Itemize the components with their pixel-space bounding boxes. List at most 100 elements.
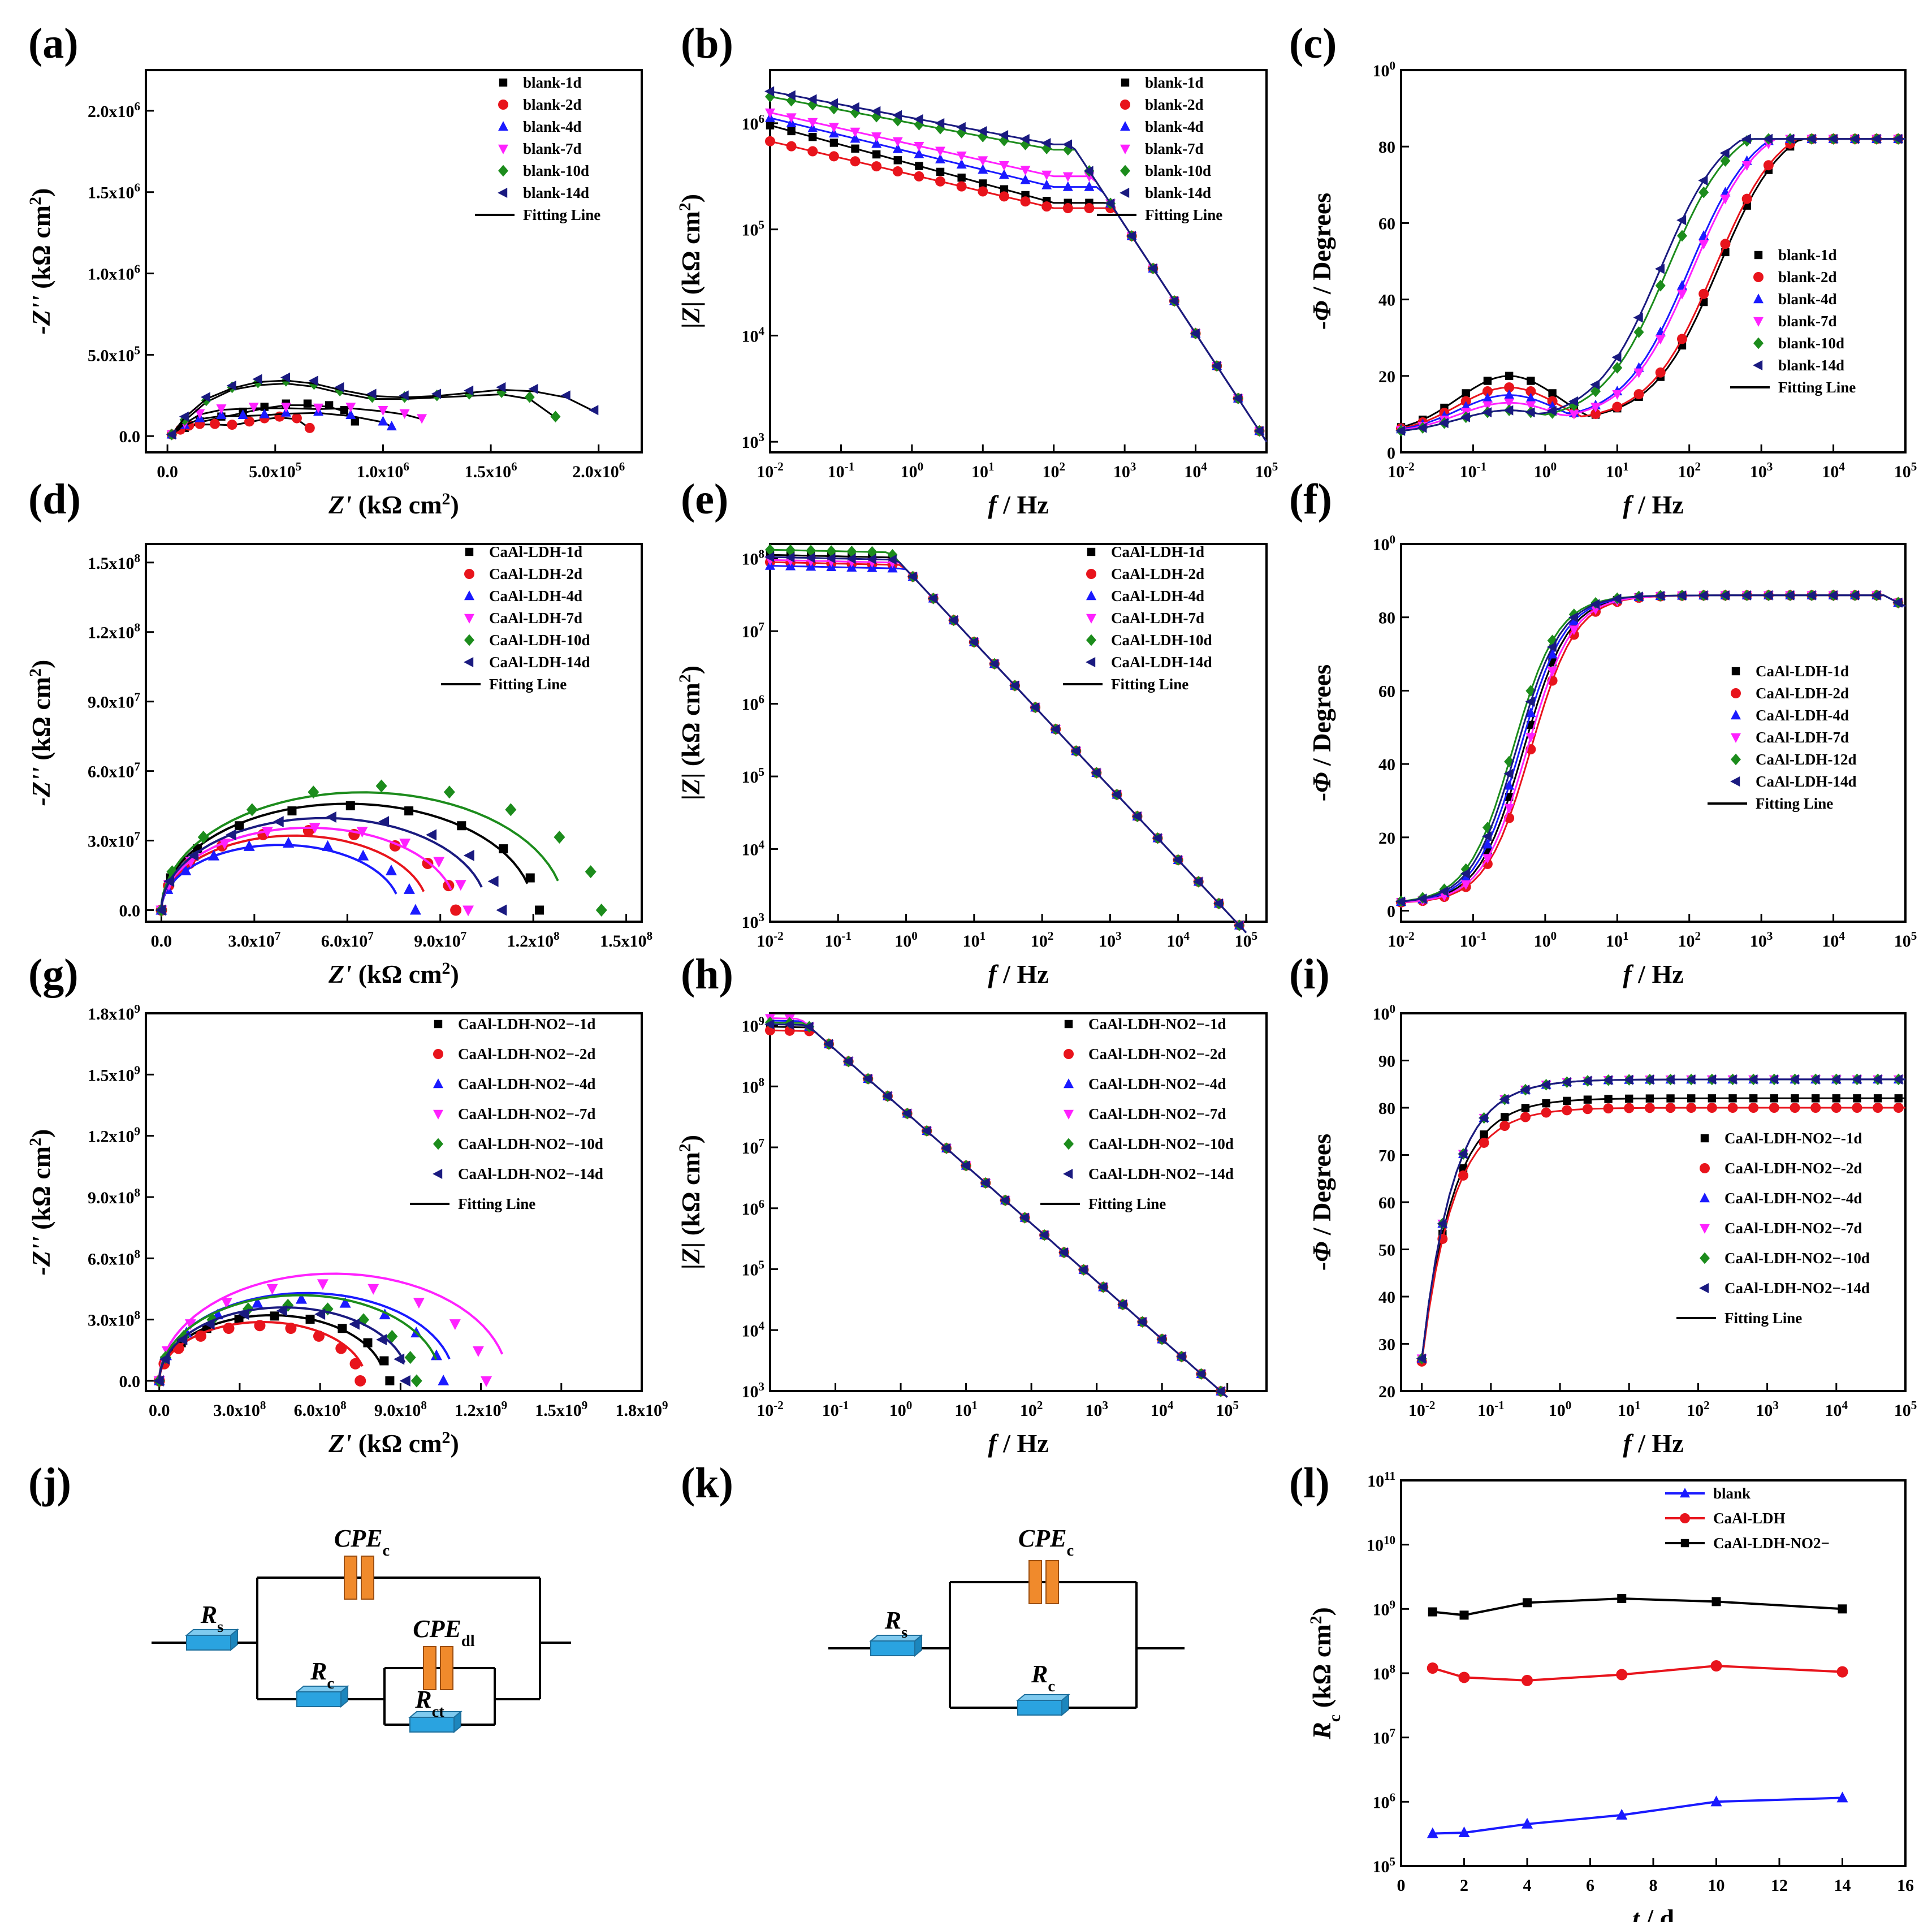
data-point [560, 390, 570, 401]
panel-label: (e) [681, 476, 728, 523]
y-tick-label: 6.0x107 [88, 760, 140, 781]
x-tick-label: 102 [1678, 460, 1701, 481]
data-point [1583, 1095, 1592, 1104]
x-tick-label: 10-2 [1388, 460, 1415, 481]
data-point [1417, 893, 1427, 904]
legend-label: CaAl-LDH-10d [489, 632, 590, 649]
data-point [1070, 746, 1080, 757]
data-point [399, 839, 411, 850]
data-point [595, 904, 607, 917]
data-point [433, 857, 445, 868]
data-point [195, 409, 205, 419]
data-point [1698, 288, 1709, 299]
legend-marker [1731, 667, 1740, 676]
legend-label: blank-7d [1778, 313, 1837, 330]
data-point [1611, 352, 1622, 362]
y-tick-label: 1010 [1367, 1534, 1395, 1555]
data-point [1762, 590, 1773, 601]
data-point [1030, 702, 1040, 713]
data-point [386, 421, 397, 431]
series-blank-14d [764, 86, 1268, 443]
data-point [956, 158, 967, 169]
legend: blank CaAl-LDH CaAl-LDH-NO2− [1665, 1485, 1830, 1552]
data-point [1852, 1103, 1862, 1113]
series-CaAl-LDH-NO2−-14d [1416, 1074, 1905, 1364]
panel-a: (a) 0.0 5.0x105 1.0x106 1.5x106 2.0x106 0.0 5.0… [26, 20, 643, 519]
data-point [1633, 326, 1644, 338]
data-point [1644, 1103, 1655, 1113]
data-point [438, 1374, 449, 1385]
data-point [1525, 386, 1536, 397]
data-point [1041, 138, 1051, 149]
data-point [1499, 1121, 1510, 1131]
resistor-rc-top [1016, 1694, 1070, 1701]
series-blank-14d [166, 372, 599, 440]
data-point [1111, 789, 1121, 800]
data-point [535, 905, 544, 915]
legend-label: Fitting Line [1145, 206, 1222, 223]
data-point [1211, 361, 1221, 372]
data-point [901, 1108, 911, 1119]
data-point [1685, 1074, 1696, 1085]
x-axis-label: f / Hz [988, 1429, 1048, 1458]
data-point [235, 821, 244, 831]
legend-label: blank-2d [523, 96, 582, 113]
data-point [956, 181, 967, 192]
data-point [204, 1318, 215, 1330]
legend-label: CaAl-LDH-4d [1111, 588, 1204, 604]
y-tick-label: 109 [742, 1014, 765, 1036]
data-point [313, 403, 324, 413]
data-point [1687, 1094, 1696, 1103]
series-line [1432, 1796, 1843, 1835]
data-point [1720, 239, 1731, 249]
data-point [308, 375, 318, 386]
data-point [1720, 155, 1731, 167]
data-point [195, 1330, 206, 1342]
legend-marker [1086, 569, 1096, 579]
data-point [893, 156, 902, 165]
x-tick-label: 100 [901, 460, 924, 481]
y-tick-label: 5.0x105 [88, 343, 140, 365]
data-point [273, 816, 284, 828]
data-point [1853, 1094, 1861, 1103]
data-point [1623, 1074, 1633, 1085]
x-tick-label: 8 [1649, 1876, 1658, 1895]
data-point [1827, 590, 1838, 601]
y-tick-label: 0.0 [119, 427, 141, 446]
y-tick-label: 107 [742, 620, 765, 641]
y-tick-label: 100 [1373, 1002, 1396, 1023]
data-point [1504, 804, 1515, 814]
data-point [1892, 133, 1903, 144]
data-point [921, 1125, 931, 1136]
data-point [956, 122, 966, 132]
x-tick-label: 6 [1586, 1876, 1594, 1895]
y-tick-label: 105 [742, 218, 765, 240]
data-point [1460, 872, 1471, 882]
x-tick-label: 1.5x106 [465, 460, 517, 481]
x-tick-label: 103 [1750, 929, 1773, 951]
legend-label: CaAl-LDH-NO2−-2d [458, 1046, 595, 1063]
series-CaAl-LDH-NO2− [1428, 1593, 1847, 1620]
legend-marker [1699, 1283, 1709, 1293]
y-tick-label: 40 [1378, 1288, 1395, 1307]
data-point [1020, 196, 1031, 207]
data-point [807, 94, 817, 105]
data-point [1784, 133, 1795, 144]
legend-marker [498, 100, 508, 110]
data-point [1041, 179, 1052, 189]
y-tick-label: 40 [1378, 291, 1395, 310]
data-point [766, 121, 775, 129]
y-axis-label: |Z| (kΩ cm2) [676, 194, 706, 329]
legend-marker [1120, 121, 1130, 131]
x-tick-label: 10-1 [1460, 929, 1487, 951]
data-point [431, 388, 441, 399]
data-point [1020, 139, 1031, 150]
x-tick-label: 10-2 [1408, 1398, 1436, 1420]
data-point [550, 411, 561, 423]
data-point [1520, 1112, 1531, 1122]
data-point [280, 403, 291, 413]
data-point [1504, 389, 1515, 399]
legend-label: Fitting Line [489, 676, 567, 693]
data-point [1458, 1170, 1468, 1181]
data-point [1427, 1662, 1438, 1674]
